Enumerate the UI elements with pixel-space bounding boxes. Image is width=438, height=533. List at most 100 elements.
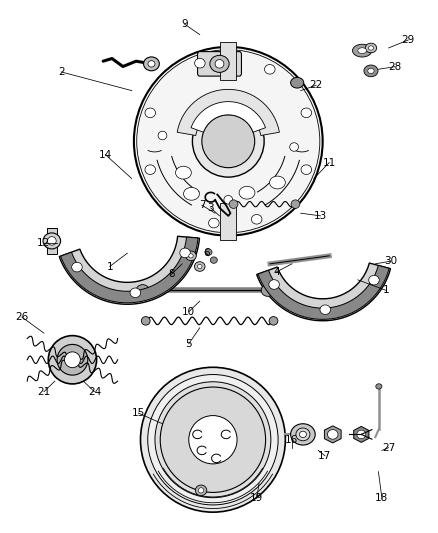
Ellipse shape (180, 248, 190, 257)
Ellipse shape (251, 214, 261, 224)
Ellipse shape (356, 430, 365, 439)
Text: 14: 14 (99, 150, 112, 159)
Bar (46, 228, 57, 254)
Ellipse shape (208, 218, 219, 228)
Ellipse shape (300, 165, 311, 174)
Text: 21: 21 (37, 387, 50, 397)
Ellipse shape (299, 431, 306, 438)
Polygon shape (353, 426, 368, 442)
Text: 10: 10 (182, 307, 195, 317)
Ellipse shape (194, 262, 205, 271)
Text: 29: 29 (401, 35, 414, 45)
Ellipse shape (175, 166, 191, 179)
Text: 13: 13 (313, 211, 326, 221)
Text: 18: 18 (374, 494, 388, 503)
Ellipse shape (327, 430, 337, 439)
Polygon shape (256, 263, 390, 321)
Ellipse shape (205, 249, 212, 255)
Ellipse shape (48, 336, 96, 384)
Polygon shape (258, 265, 388, 319)
Ellipse shape (145, 165, 155, 174)
Ellipse shape (185, 251, 196, 261)
Ellipse shape (357, 48, 366, 53)
Ellipse shape (368, 276, 378, 285)
Ellipse shape (194, 59, 205, 68)
Ellipse shape (47, 237, 56, 245)
Text: 6: 6 (202, 248, 209, 258)
Text: 7: 7 (198, 200, 205, 210)
Ellipse shape (363, 65, 377, 77)
Text: 26: 26 (15, 312, 28, 322)
Ellipse shape (352, 44, 371, 57)
Ellipse shape (64, 352, 80, 368)
Ellipse shape (158, 131, 166, 140)
Ellipse shape (210, 257, 217, 263)
Text: 19: 19 (250, 494, 263, 503)
Text: 2: 2 (58, 67, 65, 77)
Ellipse shape (223, 196, 232, 204)
Ellipse shape (130, 288, 140, 297)
Ellipse shape (134, 47, 322, 236)
Ellipse shape (136, 285, 149, 296)
Ellipse shape (295, 428, 309, 441)
Ellipse shape (148, 61, 155, 67)
Text: 27: 27 (381, 443, 394, 453)
Polygon shape (60, 237, 198, 303)
Text: 9: 9 (180, 19, 187, 29)
Ellipse shape (290, 200, 299, 208)
Polygon shape (59, 236, 199, 304)
Polygon shape (177, 90, 279, 135)
Ellipse shape (155, 382, 270, 498)
Ellipse shape (188, 254, 193, 258)
Ellipse shape (269, 176, 285, 189)
Text: 8: 8 (167, 270, 174, 279)
Ellipse shape (239, 187, 254, 199)
Ellipse shape (268, 280, 279, 289)
Ellipse shape (290, 77, 303, 88)
Ellipse shape (268, 317, 277, 325)
Ellipse shape (143, 57, 159, 71)
Ellipse shape (147, 375, 278, 505)
Ellipse shape (71, 262, 82, 272)
Text: 16: 16 (285, 435, 298, 445)
Ellipse shape (188, 416, 237, 464)
Text: 28: 28 (388, 62, 401, 71)
Ellipse shape (289, 143, 298, 151)
Bar (220, 203, 236, 240)
Text: 4: 4 (272, 267, 279, 277)
Text: 22: 22 (309, 80, 322, 90)
Ellipse shape (367, 46, 373, 50)
Ellipse shape (375, 384, 381, 389)
Ellipse shape (215, 60, 223, 68)
Ellipse shape (140, 367, 285, 512)
Ellipse shape (195, 485, 206, 496)
Ellipse shape (290, 424, 314, 445)
Text: 5: 5 (185, 339, 192, 349)
Text: 30: 30 (383, 256, 396, 266)
Ellipse shape (201, 115, 254, 168)
Ellipse shape (141, 317, 150, 325)
Ellipse shape (319, 305, 330, 314)
Ellipse shape (192, 106, 264, 177)
Bar (220, 42, 236, 79)
FancyBboxPatch shape (197, 52, 241, 76)
Ellipse shape (264, 64, 275, 74)
Polygon shape (191, 102, 265, 132)
Ellipse shape (183, 188, 199, 200)
Text: 3: 3 (207, 203, 214, 213)
Ellipse shape (145, 108, 155, 118)
Text: 15: 15 (131, 408, 145, 418)
Ellipse shape (57, 344, 88, 375)
Text: 11: 11 (322, 158, 335, 167)
Ellipse shape (209, 55, 229, 72)
Text: 12: 12 (37, 238, 50, 247)
Ellipse shape (160, 387, 265, 492)
Ellipse shape (198, 488, 203, 493)
Ellipse shape (197, 264, 201, 269)
Text: 1: 1 (382, 286, 389, 295)
Ellipse shape (261, 285, 274, 296)
Text: 24: 24 (88, 387, 101, 397)
Ellipse shape (43, 233, 60, 249)
Text: 1: 1 (106, 262, 113, 271)
Ellipse shape (300, 108, 311, 118)
